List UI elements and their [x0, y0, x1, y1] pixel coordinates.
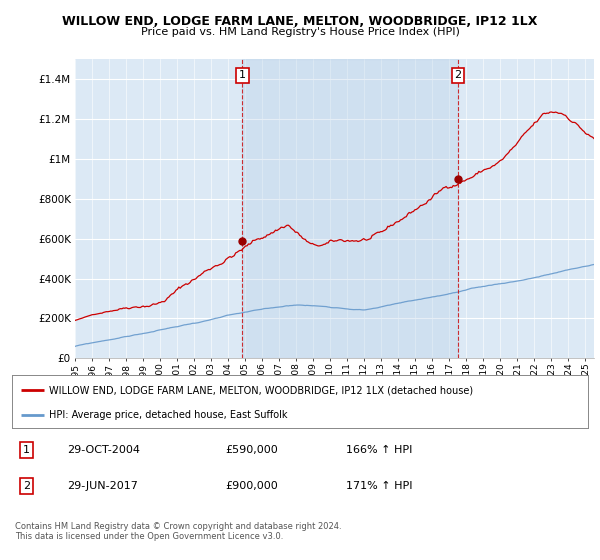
Bar [242, 59, 458, 358]
Text: Price paid vs. HM Land Registry's House Price Index (HPI): Price paid vs. HM Land Registry's House … [140, 27, 460, 37]
Text: HPI: Average price, detached house, East Suffolk: HPI: Average price, detached house, East… [49, 410, 288, 420]
Text: 29-OCT-2004: 29-OCT-2004 [67, 445, 140, 455]
Text: 1: 1 [239, 70, 246, 80]
Text: 2: 2 [23, 480, 30, 491]
Text: 166% ↑ HPI: 166% ↑ HPI [346, 445, 412, 455]
Text: 171% ↑ HPI: 171% ↑ HPI [346, 480, 413, 491]
Text: WILLOW END, LODGE FARM LANE, MELTON, WOODBRIDGE, IP12 1LX (detached house): WILLOW END, LODGE FARM LANE, MELTON, WOO… [49, 385, 473, 395]
Text: Contains HM Land Registry data © Crown copyright and database right 2024.
This d: Contains HM Land Registry data © Crown c… [15, 522, 341, 542]
Text: 29-JUN-2017: 29-JUN-2017 [67, 480, 137, 491]
Text: 2: 2 [454, 70, 461, 80]
Text: WILLOW END, LODGE FARM LANE, MELTON, WOODBRIDGE, IP12 1LX: WILLOW END, LODGE FARM LANE, MELTON, WOO… [62, 15, 538, 28]
Text: £900,000: £900,000 [225, 480, 278, 491]
Text: £590,000: £590,000 [225, 445, 278, 455]
Text: 1: 1 [23, 445, 30, 455]
